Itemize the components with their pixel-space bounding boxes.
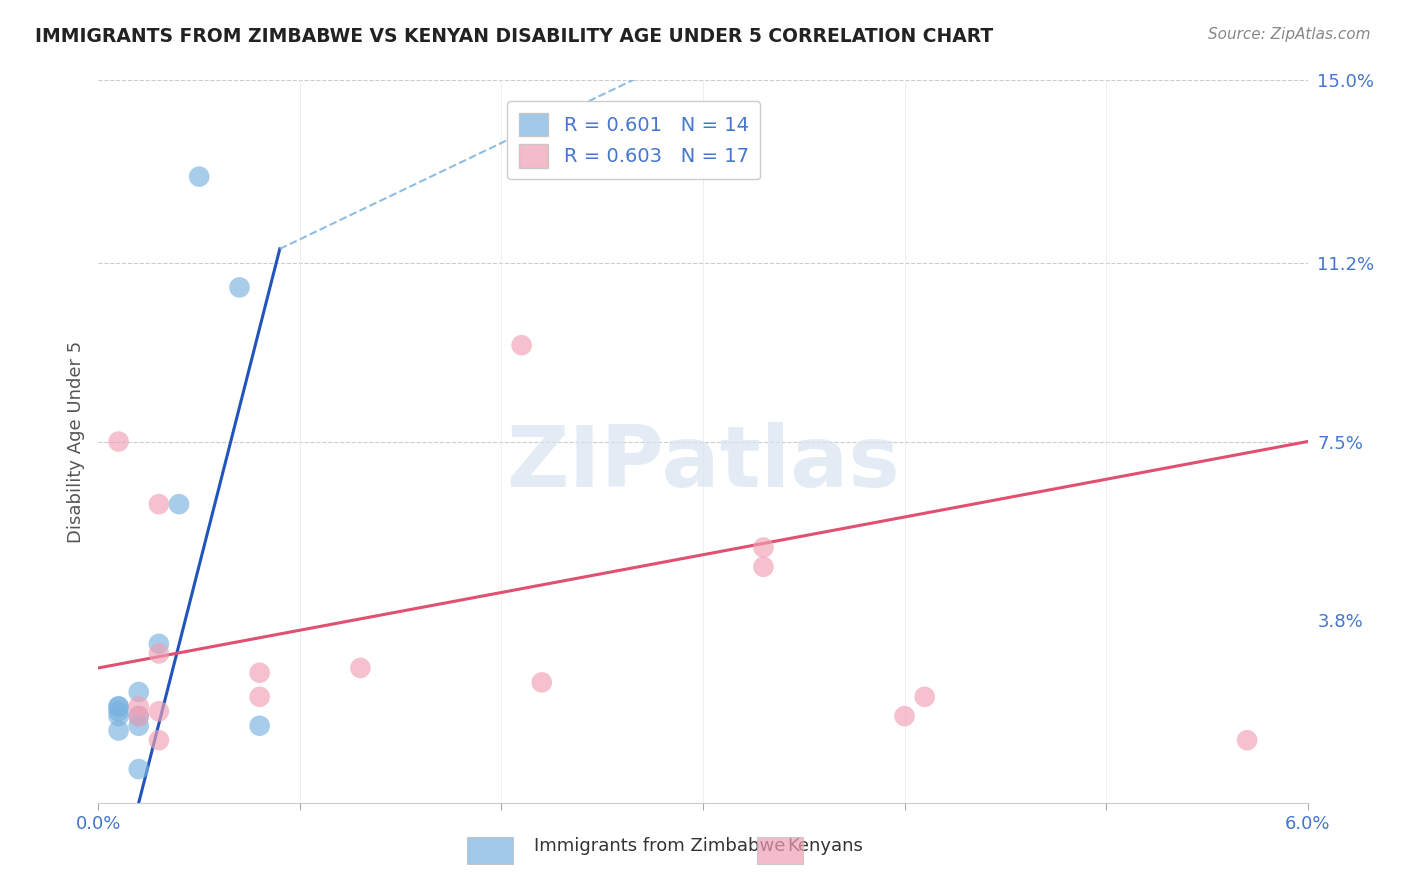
Point xyxy=(249,719,271,733)
Point xyxy=(188,169,211,184)
Legend: R = 0.601   N = 14, R = 0.603   N = 17: R = 0.601 N = 14, R = 0.603 N = 17 xyxy=(508,101,761,179)
Point xyxy=(148,637,170,651)
Text: Kenyans: Kenyans xyxy=(787,838,863,855)
Point xyxy=(107,709,129,723)
Point xyxy=(128,762,150,776)
Point xyxy=(148,704,170,718)
Point xyxy=(914,690,936,704)
Point xyxy=(530,675,553,690)
Point xyxy=(752,541,775,555)
Point xyxy=(167,497,190,511)
Point xyxy=(107,699,129,714)
FancyBboxPatch shape xyxy=(467,837,513,864)
Point xyxy=(107,704,129,718)
Text: Source: ZipAtlas.com: Source: ZipAtlas.com xyxy=(1208,27,1371,42)
Text: IMMIGRANTS FROM ZIMBABWE VS KENYAN DISABILITY AGE UNDER 5 CORRELATION CHART: IMMIGRANTS FROM ZIMBABWE VS KENYAN DISAB… xyxy=(35,27,994,45)
Point xyxy=(249,665,271,680)
Point xyxy=(349,661,371,675)
Point xyxy=(510,338,533,352)
Point xyxy=(249,690,271,704)
Point xyxy=(107,434,129,449)
Point xyxy=(128,685,150,699)
Point xyxy=(148,733,170,747)
Y-axis label: Disability Age Under 5: Disability Age Under 5 xyxy=(66,341,84,542)
Point xyxy=(107,723,129,738)
Point xyxy=(128,699,150,714)
FancyBboxPatch shape xyxy=(758,837,803,864)
Point xyxy=(148,497,170,511)
Text: Immigrants from Zimbabwe: Immigrants from Zimbabwe xyxy=(534,838,785,855)
Point xyxy=(893,709,915,723)
Point xyxy=(128,709,150,723)
Point xyxy=(128,719,150,733)
Point xyxy=(148,647,170,661)
Point xyxy=(128,709,150,723)
Text: ZIPatlas: ZIPatlas xyxy=(506,422,900,505)
Point xyxy=(752,559,775,574)
Point xyxy=(1236,733,1258,747)
Point xyxy=(107,699,129,714)
Point xyxy=(228,280,250,294)
